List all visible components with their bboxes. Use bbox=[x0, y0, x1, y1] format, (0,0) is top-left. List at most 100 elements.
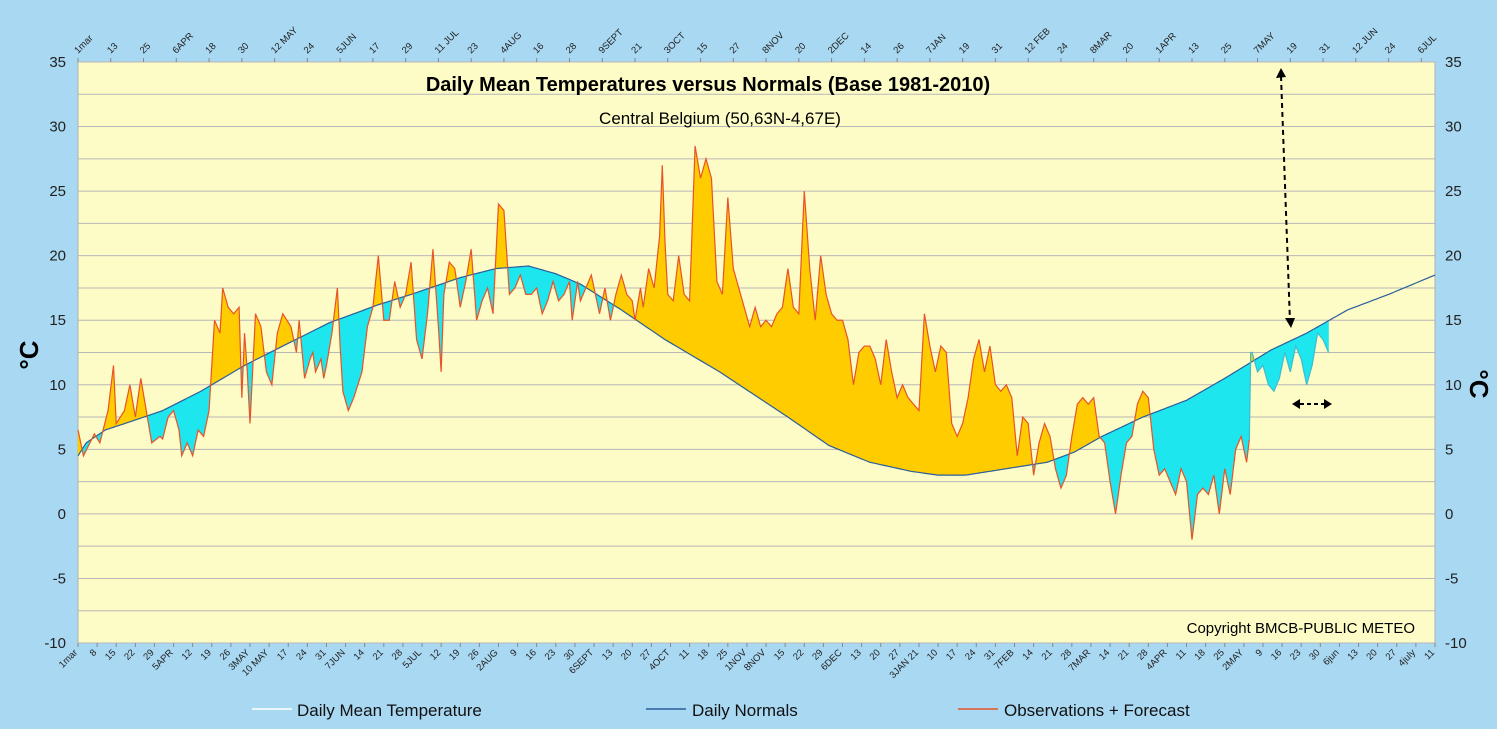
x-tick-label-top: 19 bbox=[1285, 41, 1300, 56]
x-tick-label-bottom: 15 bbox=[103, 647, 118, 662]
x-tick-label-top: 7JAN bbox=[924, 32, 948, 56]
y-tick-label-right: 30 bbox=[1445, 119, 1462, 136]
y-tick-label-right: -10 bbox=[1445, 635, 1467, 652]
x-tick-label-top: 12 MAY bbox=[269, 24, 301, 56]
y-tick-label-left: -5 bbox=[53, 570, 66, 587]
x-tick-label-bottom: 18 bbox=[1193, 647, 1208, 662]
x-tick-label-top: 3OCT bbox=[662, 30, 688, 56]
x-tick-label-top: 29 bbox=[400, 41, 415, 56]
x-tick-label-top: 9SEPT bbox=[597, 27, 626, 56]
x-tick-label-bottom: 8 bbox=[88, 647, 100, 659]
y-tick-label-left: 15 bbox=[49, 312, 66, 329]
y-axis-label-left: °C bbox=[14, 340, 44, 369]
x-tick-label-bottom: 8NOV bbox=[742, 647, 769, 674]
x-tick-label-bottom: 11 bbox=[677, 647, 692, 662]
x-tick-label-bottom: 2AUG bbox=[475, 647, 501, 673]
x-tick-label-bottom: 4OCT bbox=[647, 647, 673, 673]
normals-line bbox=[77, 265, 1436, 476]
x-tick-label-top: 1mar bbox=[72, 33, 95, 56]
x-tick-label-bottom: 7MAR bbox=[1067, 647, 1094, 674]
x-tick-label-bottom: 14 bbox=[1020, 647, 1035, 662]
chart-title: Daily Mean Temperatures versus Normals (… bbox=[426, 74, 990, 96]
x-tick-label-bottom: 5APR bbox=[150, 647, 175, 672]
x-tick-label-top: 23 bbox=[466, 41, 481, 56]
x-tick-label-top: 24 bbox=[1383, 41, 1398, 56]
x-tick-label-top: 1APR bbox=[1154, 31, 1179, 56]
x-tick-label-bottom: 21 bbox=[1116, 647, 1131, 662]
x-tick-label-bottom: 11 bbox=[1422, 647, 1437, 662]
forecast-arrow-head-up bbox=[1276, 68, 1286, 78]
y-axis-label-right: °C bbox=[1464, 369, 1494, 398]
x-tick-label-bottom: 16 bbox=[1269, 647, 1284, 662]
x-tick-label-bottom: 22 bbox=[122, 647, 137, 662]
x-tick-label-bottom: 14 bbox=[1097, 647, 1112, 662]
x-tick-label-bottom: 11 bbox=[1174, 647, 1189, 662]
y-tick-label-right: 5 bbox=[1445, 441, 1453, 458]
x-tick-label-bottom: 7JUN bbox=[323, 647, 348, 672]
y-tick-label-right: 10 bbox=[1445, 377, 1462, 394]
x-tick-label-top: 31 bbox=[1317, 41, 1332, 56]
forecast-annotation bbox=[1276, 68, 1332, 409]
forecast-arrow-head-down bbox=[1285, 318, 1295, 328]
x-tick-label-bottom: 24 bbox=[294, 647, 309, 662]
x-tick-label-top: 16 bbox=[531, 41, 546, 56]
x-tick-label-bottom: 2MAY bbox=[1220, 647, 1246, 673]
x-tick-label-top: 30 bbox=[236, 41, 251, 56]
x-tick-label-bottom: 4APR bbox=[1144, 647, 1169, 672]
x-tick-label-bottom: 23 bbox=[1288, 647, 1303, 662]
x-tick-label-top: 25 bbox=[1219, 41, 1234, 56]
x-tick-label-top: 17 bbox=[367, 41, 382, 56]
y-tick-label-left: -10 bbox=[44, 635, 66, 652]
x-tick-label-top: 13 bbox=[105, 41, 120, 56]
x-tick-label-top: 7MAY bbox=[1252, 30, 1278, 56]
x-tick-label-top: 21 bbox=[629, 41, 644, 56]
observations-line bbox=[77, 145, 1250, 540]
series-lines bbox=[77, 145, 1436, 540]
y-tick-label-left: 30 bbox=[49, 119, 66, 136]
legend-label-normals: Daily Normals bbox=[692, 701, 798, 720]
y-tick-label-left: 0 bbox=[58, 506, 66, 523]
copyright-text: Copyright BMCB-PUBLIC METEO bbox=[1187, 620, 1415, 637]
x-tick-label-top: 8NOV bbox=[760, 30, 787, 57]
x-tick-label-bottom: 15 bbox=[772, 647, 787, 662]
x-tick-label-bottom: 18 bbox=[696, 647, 711, 662]
y-tick-label-right: 35 bbox=[1445, 54, 1462, 71]
chart-subtitle: Central Belgium (50,63N-4,67E) bbox=[599, 109, 841, 128]
x-tick-label-top: 12 JUN bbox=[1350, 26, 1380, 56]
x-tick-label-bottom: 20 bbox=[1365, 647, 1380, 662]
x-tick-label-bottom: 20 bbox=[619, 647, 634, 662]
x-tick-label-bottom: 10 bbox=[925, 647, 940, 662]
x-tick-label-bottom: 22 bbox=[791, 647, 806, 662]
x-tick-label-top: 5JUN bbox=[334, 31, 359, 56]
x-tick-label-top: 31 bbox=[990, 41, 1005, 56]
forecast-line bbox=[1248, 331, 1330, 440]
x-tick-label-top: 15 bbox=[695, 41, 710, 56]
x-tick-label-bottom: 14 bbox=[352, 647, 367, 662]
x-tick-label-bottom: 6DEC bbox=[819, 647, 845, 673]
y-tick-label-right: 20 bbox=[1445, 248, 1462, 265]
y-axis-left: 35 30 25 20 15 10 5 0 -5 -10 bbox=[44, 54, 66, 652]
x-tick-label-bottom: 13 bbox=[848, 647, 863, 662]
x-tick-label-bottom: 21 bbox=[371, 647, 386, 662]
x-tick-label-bottom: 12 bbox=[428, 647, 443, 662]
x-tick-label-top: 6APR bbox=[171, 31, 196, 56]
x-tick-label-top: 27 bbox=[728, 41, 743, 56]
y-tick-label-left: 25 bbox=[49, 183, 66, 200]
y-tick-label-right: 0 bbox=[1445, 506, 1453, 523]
x-tick-label-top: 24 bbox=[302, 41, 317, 56]
forecast-arrow-head-right bbox=[1324, 399, 1332, 409]
x-tick-label-bottom: 4july bbox=[1396, 647, 1418, 669]
x-tick-label-bottom: 24 bbox=[963, 647, 978, 662]
x-tick-label-top: 2DEC bbox=[826, 30, 852, 56]
x-tick-label-bottom: 12 bbox=[180, 647, 195, 662]
y-tick-label-right: 25 bbox=[1445, 183, 1462, 200]
y-tick-label-left: 10 bbox=[49, 377, 66, 394]
y-axis-right: 35 30 25 20 15 10 5 0 -5 -10 bbox=[1445, 54, 1467, 652]
x-tick-label-bottom: 6jun bbox=[1321, 647, 1341, 667]
x-tick-label-top: 24 bbox=[1055, 41, 1070, 56]
x-tick-label-bottom: 7FEB bbox=[992, 647, 1017, 672]
x-tick-label-top: 20 bbox=[793, 41, 808, 56]
x-tick-label-bottom: 13 bbox=[600, 647, 615, 662]
